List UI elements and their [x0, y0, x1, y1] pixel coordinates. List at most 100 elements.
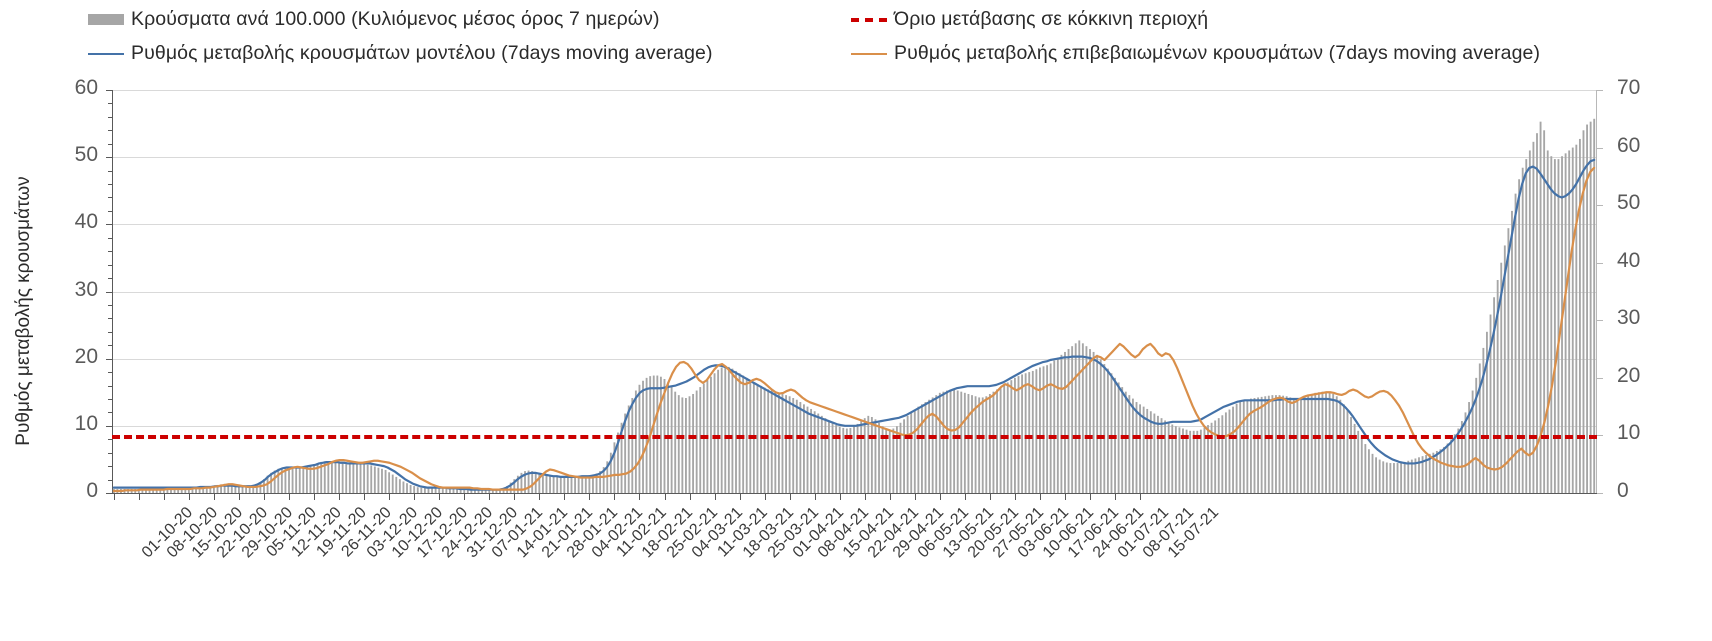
- x-axis-tickmark: [1115, 493, 1116, 500]
- y-axis-right-label: 20: [1617, 363, 1641, 387]
- y-axis-left-minor-tickmark: [108, 331, 112, 333]
- x-axis-tickmark: [514, 493, 516, 500]
- x-axis-tickmark: [439, 493, 441, 500]
- x-axis-tickmark: [589, 493, 591, 500]
- y-axis-left-label: 10: [74, 411, 98, 435]
- x-axis-tickmark: [964, 493, 966, 500]
- x-axis-tickmark: [238, 493, 240, 500]
- y-axis-right-label: 50: [1617, 191, 1641, 215]
- y-axis-right-tickmark: [1597, 320, 1603, 322]
- y-axis-right-label: 0: [1617, 479, 1629, 502]
- chart-canvas: [112, 118, 1596, 493]
- y-axis-left-label: 30: [74, 277, 98, 301]
- line-swatch-icon: [88, 52, 124, 55]
- y-axis-left-minor-tickmark: [108, 304, 112, 306]
- y-axis-right-tickmark: [1597, 90, 1603, 91]
- y-axis-left-minor-tickmark: [108, 385, 112, 387]
- y-axis-left-tickmark: [106, 425, 112, 427]
- x-axis-tickmark: [839, 493, 841, 500]
- x-axis-tickmark: [739, 493, 741, 500]
- y-axis-left-minor-tickmark: [108, 264, 112, 266]
- x-axis-tickmark: [764, 493, 766, 500]
- y-axis-left-tickmark: [106, 358, 112, 360]
- x-axis-tickmark: [414, 493, 416, 500]
- y-axis-left-minor-tickmark: [108, 318, 112, 320]
- y-axis-left-minor-tickmark: [108, 170, 112, 172]
- y-axis-left-label: 50: [74, 143, 98, 167]
- x-axis-tickmark: [1039, 493, 1041, 500]
- x-axis-tickmark: [389, 493, 391, 500]
- y-axis-right-label: 60: [1617, 133, 1641, 157]
- y-axis-right-tickmark: [1597, 205, 1603, 207]
- x-axis-tickmark: [639, 493, 641, 500]
- gridline: [112, 358, 1596, 360]
- legend-label-cases-bars: Κρούσματα ανά 100.000 (Κυλιόμενος μέσος …: [131, 8, 660, 30]
- line-swatch-orange-icon: [851, 52, 887, 55]
- y-axis-left-label: 60: [74, 76, 98, 99]
- x-axis-tickmark: [264, 493, 265, 500]
- x-axis-tickmark: [364, 493, 366, 500]
- gridline: [112, 90, 1596, 91]
- y-axis-left-minor-tickmark: [108, 439, 112, 441]
- x-axis-tickmark: [163, 493, 165, 500]
- y-axis-left-minor-tickmark: [108, 372, 112, 374]
- y-axis-right-line: [1596, 90, 1597, 493]
- y-axis-left-tickmark: [106, 90, 112, 91]
- x-axis-tickmark: [939, 493, 941, 500]
- bar-swatch-icon: [88, 14, 124, 25]
- y-axis-right-tickmark: [1597, 147, 1603, 149]
- gridline: [112, 224, 1596, 226]
- legend-item-confirmed-line: Ρυθμός μεταβολής επιβεβαιωμένων κρουσμάτ…: [851, 42, 1540, 65]
- y-axis-right-tickmark: [1597, 262, 1603, 264]
- gridline: [112, 157, 1596, 159]
- x-axis-tickmark: [864, 493, 866, 500]
- x-axis-tickmark: [889, 493, 891, 500]
- x-axis-tickmark: [789, 493, 791, 500]
- y-axis-left-tickmark: [106, 224, 112, 226]
- y-axis-left-minor-tickmark: [108, 237, 112, 239]
- x-axis-tickmark: [138, 493, 140, 500]
- chart-legend: Κρούσματα ανά 100.000 (Κυλιόμενος μέσος …: [0, 0, 1712, 72]
- y-axis-right-label: 70: [1617, 76, 1641, 99]
- y-axis-left-label: 40: [74, 210, 98, 234]
- y-axis-left-minor-tickmark: [108, 143, 112, 145]
- x-axis-tickmark: [1140, 493, 1142, 500]
- y-axis-right-label: 30: [1617, 306, 1641, 330]
- dashed-line-swatch-icon: [851, 17, 887, 22]
- y-axis-left-tickmark: [106, 291, 112, 293]
- y-axis-right-tickmark: [1597, 435, 1603, 437]
- y-axis-left-minor-tickmark: [108, 452, 112, 454]
- bar-series: [112, 118, 1596, 493]
- y-axis-left-line: [112, 90, 113, 493]
- y-axis-left-minor-tickmark: [108, 278, 112, 280]
- plot-container: Ρυθμός μεταβολής κρουσμάτων 0 10 20 30 40 50 6…: [0, 72, 1712, 641]
- x-axis-tickmark: [188, 493, 190, 500]
- x-axis-tickmark: [914, 493, 916, 500]
- y-axis-right-label: 10: [1617, 421, 1641, 445]
- y-axis-left-tickmark: [106, 493, 112, 494]
- y-axis-right-tickmark: [1597, 493, 1603, 494]
- legend-label-model-line: Ρυθμός μεταβολής κρουσμάτων μοντέλου (7d…: [131, 42, 713, 64]
- x-axis-tickmark: [689, 493, 691, 500]
- y-axis-left-minor-tickmark: [108, 466, 112, 468]
- x-axis-line: [112, 493, 1597, 494]
- legend-item-red-zone-limit: Όριο μετάβασης σε κόκκινη περιοχή: [851, 8, 1208, 31]
- gridline: [112, 291, 1596, 293]
- y-axis-left-minor-tickmark: [108, 103, 112, 105]
- x-axis-tickmark: [1065, 493, 1066, 500]
- x-axis-tickmark: [464, 493, 466, 500]
- y-axis-title: Ρυθμός μεταβολής κρουσμάτων: [13, 176, 34, 446]
- y-axis-left-minor-tickmark: [108, 197, 112, 199]
- x-axis-tickmark: [1014, 493, 1016, 500]
- y-axis-left-tickmark: [106, 157, 112, 159]
- x-axis-tickmark: [339, 493, 341, 500]
- legend-label-red-zone-limit: Όριο μετάβασης σε κόκκινη περιοχή: [894, 8, 1209, 30]
- legend-label-confirmed-line: Ρυθμός μεταβολής επιβεβαιωμένων κρουσμάτ…: [894, 42, 1541, 64]
- x-axis-tickmark: [213, 493, 215, 500]
- x-axis-tickmark: [564, 493, 566, 500]
- y-axis-left-label: 20: [74, 344, 98, 368]
- y-axis-left-minor-tickmark: [108, 251, 112, 253]
- y-axis-left-label: 0: [86, 479, 98, 502]
- y-axis-left-minor-tickmark: [108, 116, 112, 118]
